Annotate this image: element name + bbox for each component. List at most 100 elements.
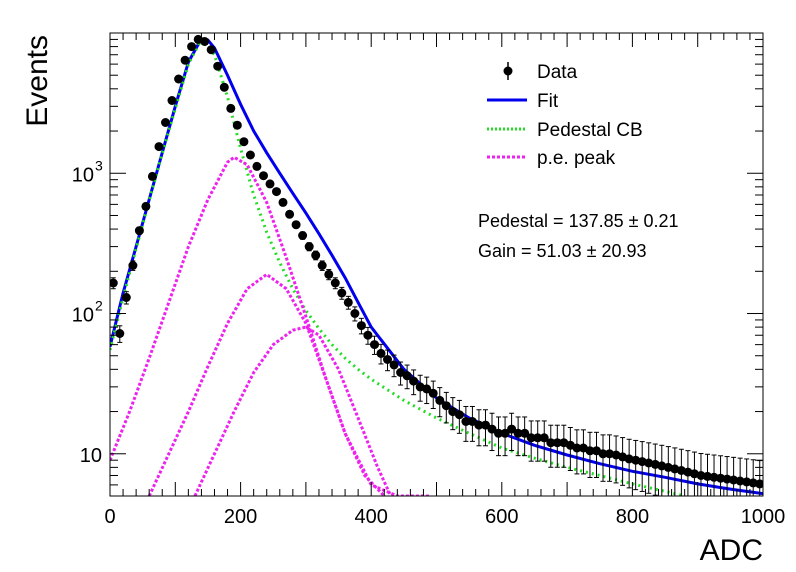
data-point — [115, 329, 125, 338]
x-tick-label: 200 — [224, 506, 257, 528]
data-point — [239, 137, 249, 147]
data-point — [134, 226, 144, 236]
data-point — [291, 220, 301, 230]
x-tick-label: 0 — [104, 506, 115, 528]
annotation-gain: Gain = 51.03 ± 20.93 — [478, 241, 647, 261]
data-point — [585, 446, 595, 456]
data-point — [337, 288, 347, 298]
data-point — [200, 37, 210, 46]
data-point — [709, 472, 719, 482]
data-point — [513, 428, 523, 438]
data-point — [376, 348, 386, 358]
legend: Data Fit Pedestal CB p.e. peak — [487, 62, 643, 169]
data-point — [383, 355, 392, 364]
data-point — [735, 476, 745, 486]
data-point — [435, 395, 445, 405]
data-point — [298, 231, 308, 240]
data-point — [259, 171, 268, 181]
data-point — [356, 321, 366, 331]
data-point — [572, 443, 582, 453]
x-axis-title: ADC — [700, 534, 763, 567]
data-point — [755, 479, 763, 489]
data-point — [520, 428, 530, 438]
data-point — [494, 428, 503, 438]
data-point — [110, 278, 118, 288]
y-tick-exponent: 3 — [95, 157, 103, 173]
data-point — [343, 297, 353, 307]
legend-label-data: Data — [537, 62, 578, 83]
series-p-e-peak-curve-5 — [193, 325, 393, 496]
data-point — [487, 424, 497, 434]
data-point — [272, 187, 281, 197]
data-point — [324, 269, 334, 279]
data-point — [147, 171, 157, 181]
data-point — [311, 250, 321, 260]
legend-item-pedestal: Pedestal CB — [487, 120, 643, 141]
data-point — [363, 330, 373, 340]
data-point — [285, 209, 295, 219]
data-point — [533, 433, 543, 443]
y-tick-label: 10 — [72, 164, 94, 186]
data-point — [507, 424, 517, 434]
data-point — [317, 261, 327, 270]
data-point — [213, 61, 223, 71]
plot-area — [110, 34, 763, 496]
data-point — [304, 242, 314, 252]
data-point — [474, 420, 484, 430]
y-tick-label: 10 — [80, 445, 102, 467]
data-point — [441, 401, 451, 411]
legend-item-fit: Fit — [487, 91, 559, 112]
data-point — [500, 428, 510, 438]
legend-label-pe-peak: p.e. peak — [537, 148, 616, 169]
data-point — [330, 278, 340, 288]
data-point — [422, 384, 432, 394]
data-point — [481, 420, 490, 430]
data-point — [128, 261, 138, 270]
series-pedestal-cb-curve-2 — [110, 36, 685, 496]
x-tick-label: 800 — [616, 506, 649, 528]
y-tick-label: 10 — [72, 305, 94, 327]
data-point — [206, 45, 216, 55]
data-point — [180, 55, 190, 65]
data-point — [265, 179, 275, 189]
data-point — [252, 161, 262, 171]
data-point — [219, 82, 229, 92]
legend-data-marker — [503, 66, 513, 76]
data-point — [121, 293, 131, 302]
data-point — [350, 309, 360, 318]
data-point — [278, 197, 288, 207]
data-point — [454, 410, 464, 420]
data-point — [409, 376, 419, 386]
x-tick-label: 600 — [485, 506, 518, 528]
legend-label-pedestal: Pedestal CB — [537, 120, 643, 141]
data-point — [167, 96, 177, 105]
data-point — [232, 120, 242, 130]
legend-item-pe-peak: p.e. peak — [487, 148, 616, 169]
x-tick-label: 400 — [355, 506, 388, 528]
data-point — [226, 103, 236, 113]
data-point — [402, 371, 412, 381]
data-point — [552, 438, 562, 448]
y-axis-title: Events — [21, 35, 54, 127]
legend-label-fit: Fit — [537, 91, 559, 112]
y-tick-exponent: 2 — [95, 298, 103, 314]
data-point — [154, 142, 164, 152]
data-point — [141, 201, 151, 211]
data-point — [428, 388, 438, 398]
data-point — [526, 433, 536, 443]
data-point — [370, 340, 379, 350]
data-point — [245, 150, 255, 160]
annotation-pedestal: Pedestal = 137.85 ± 0.21 — [478, 211, 679, 231]
data-point — [389, 360, 399, 370]
data-point — [174, 74, 184, 84]
data-point — [161, 118, 170, 127]
x-tick-label: 1000 — [741, 506, 786, 528]
data-point — [461, 417, 471, 426]
data-point — [598, 449, 608, 459]
legend-item-data: Data — [503, 62, 578, 83]
data-point — [187, 42, 197, 52]
data-point — [539, 433, 549, 443]
